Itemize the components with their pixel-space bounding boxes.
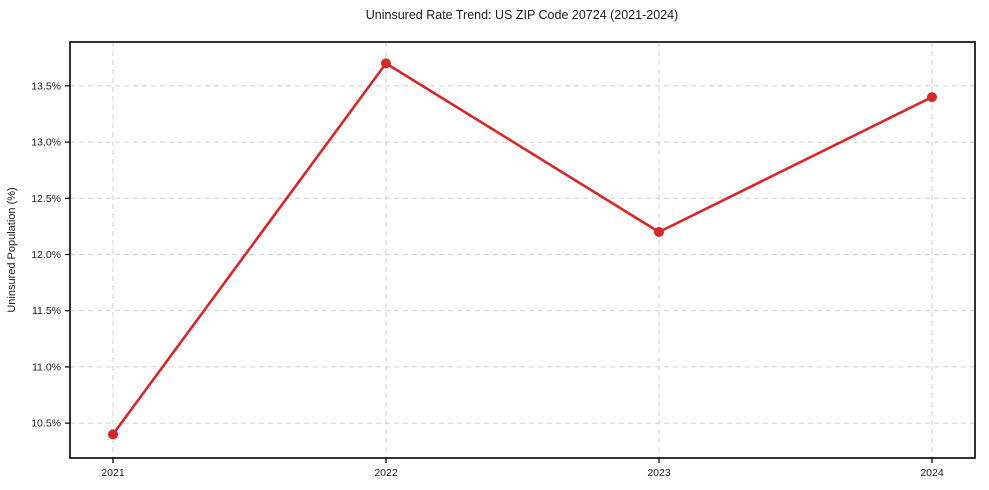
y-tick-label: 11.0% <box>32 361 61 373</box>
y-axis-label: Uninsured Population (%) <box>6 187 18 312</box>
chart-title: Uninsured Rate Trend: US ZIP Code 20724 … <box>366 8 678 22</box>
y-tick-label: 11.5% <box>32 305 61 317</box>
trend-line <box>111 62 934 436</box>
series-layer <box>107 58 938 440</box>
x-tick-label: 2024 <box>920 467 944 479</box>
y-tick-label: 10.5% <box>31 418 61 430</box>
x-tick-label: 2022 <box>374 467 398 479</box>
data-point <box>380 58 391 69</box>
data-point <box>107 429 118 440</box>
tick-layer: 10.5% 11.0% 11.5% 12.0% 12.5% 13.0% 13.5% 2021 2… <box>31 80 944 479</box>
y-tick-label: 13.5% <box>31 80 61 92</box>
x-tick-label: 2023 <box>647 467 671 479</box>
y-tick-label: 12.5% <box>31 193 61 205</box>
y-tick-label: 13.0% <box>31 137 61 149</box>
plot-border <box>69 41 976 459</box>
data-point <box>927 92 938 103</box>
x-tick-label: 2021 <box>101 467 125 479</box>
data-point <box>654 227 665 238</box>
y-tick-label: 12.0% <box>31 249 61 261</box>
grid-layer <box>70 42 975 458</box>
axes-spines <box>69 41 976 459</box>
